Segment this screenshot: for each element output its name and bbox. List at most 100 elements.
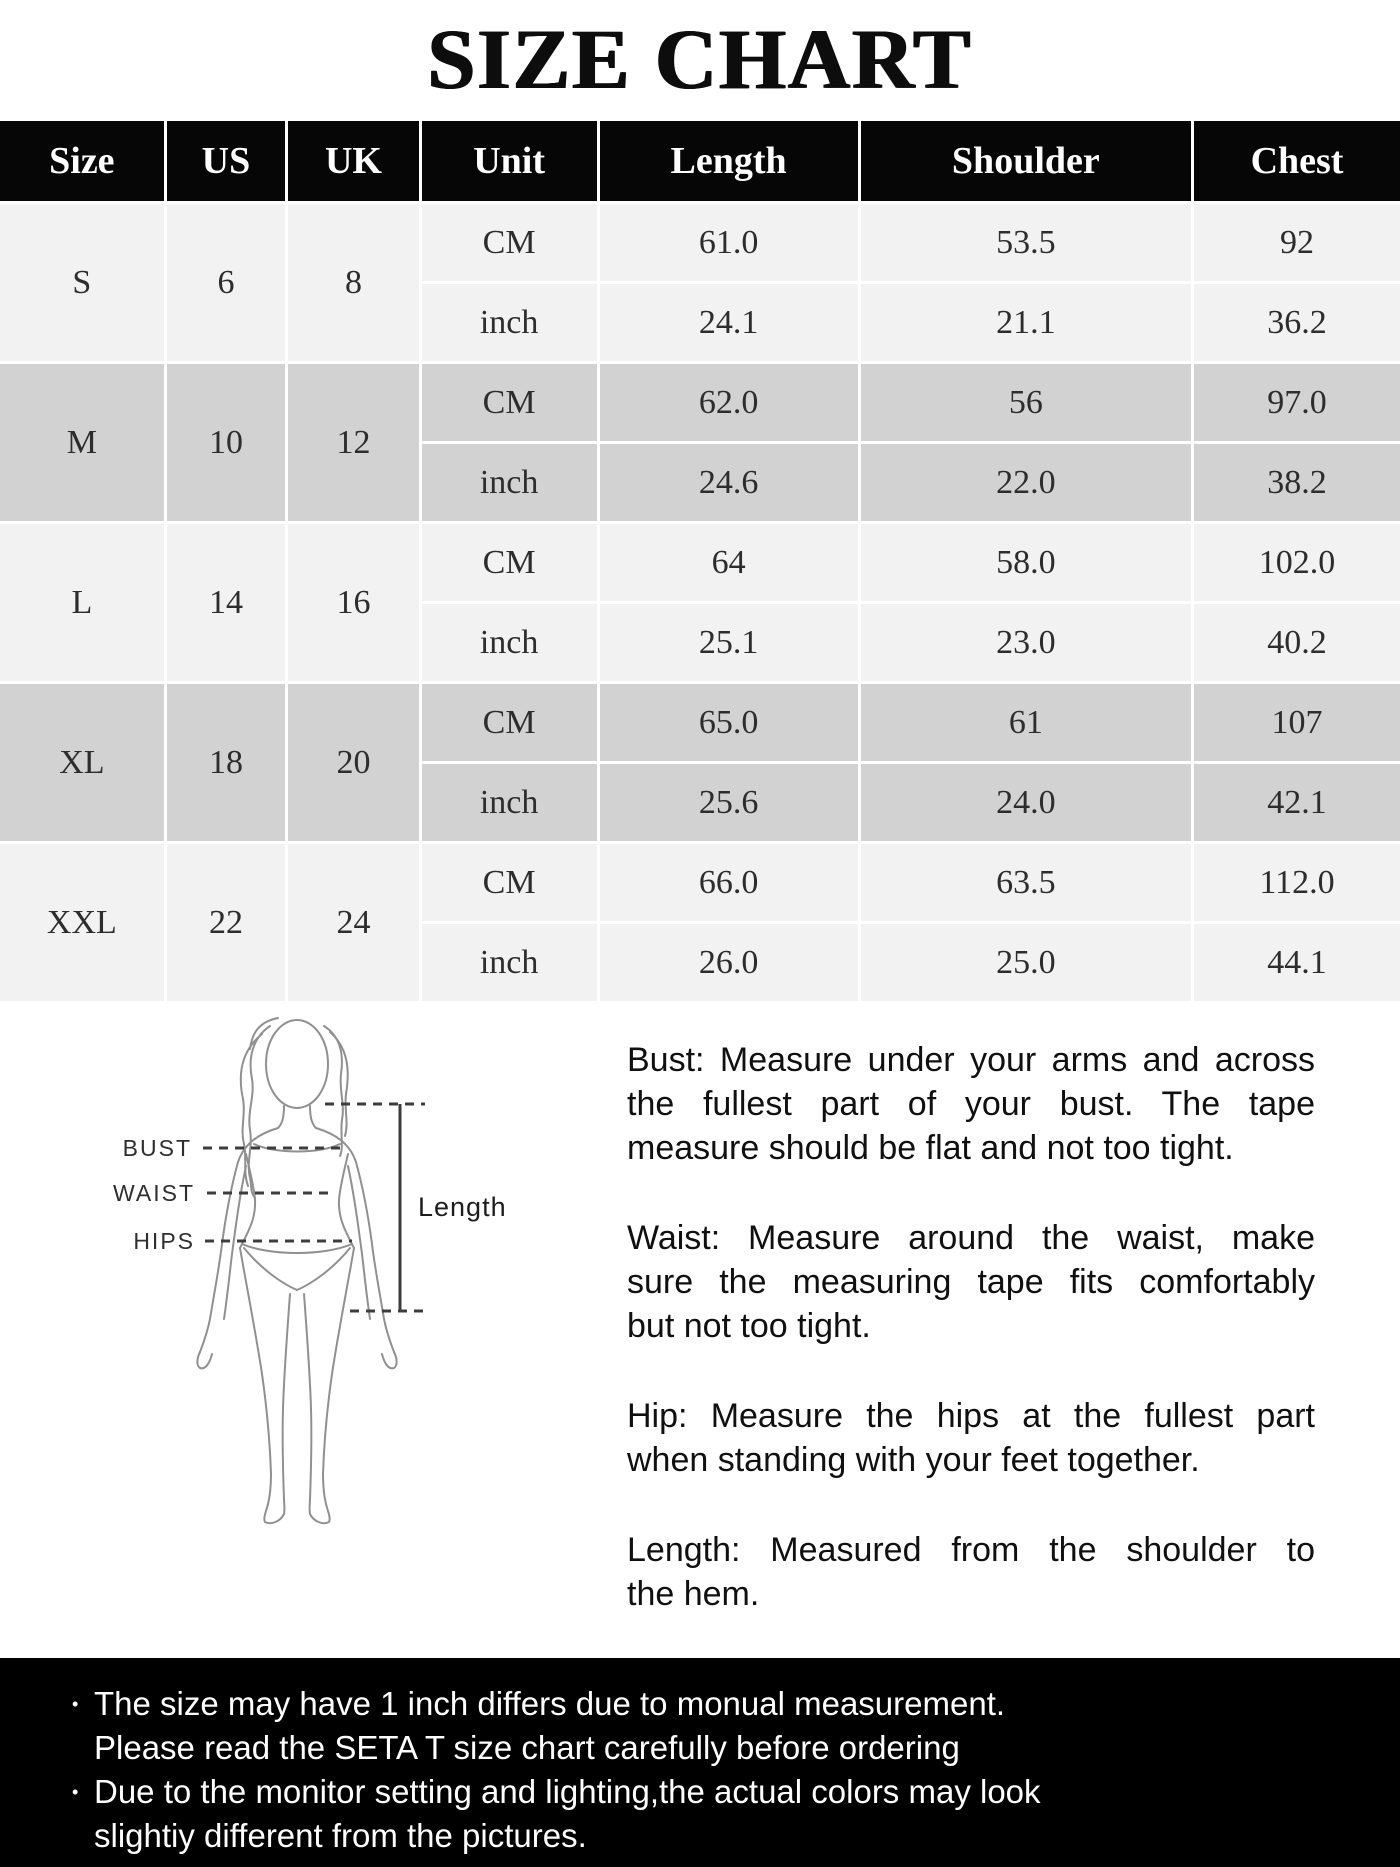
us-cell: 10 (166, 364, 286, 521)
length-cell: 26.0 (599, 924, 858, 1001)
bust-instruction: Bust: Measure under your arms and across… (627, 1038, 1315, 1170)
table-row: L 14 16 CM 64 58.0 102.0 (0, 524, 1400, 681)
size-chart-table: Size US UK Unit Length Shoulder Chest S … (0, 118, 1400, 1004)
shoulder-cell: 61 (860, 684, 1192, 761)
instruction-line: sure the measuring tape fits comfortably (627, 1263, 1315, 1301)
table-row: XL 18 20 CM 65.0 61 107 (0, 684, 1400, 841)
uk-cell: 24 (288, 844, 419, 1001)
unit-cell: CM (421, 204, 597, 281)
table-row: S 6 8 CM 61.0 53.5 92 (0, 204, 1400, 361)
bullet-icon (72, 1814, 94, 1858)
hip-instruction: Hip: Measure the hips at the fullest par… (627, 1394, 1315, 1482)
bullet-icon: • (72, 1694, 79, 1714)
size-cell: M (0, 364, 164, 521)
chest-cell: 92 (1194, 204, 1400, 281)
instruction-line: Length: Measured from the shoulder to (627, 1531, 1315, 1569)
unit-cell: inch (421, 924, 597, 1001)
length-cell: 61.0 (599, 204, 858, 281)
chest-cell: 38.2 (1194, 444, 1400, 521)
hips-label: HIPS (133, 1228, 195, 1254)
instruction-line: when standing with your feet together. (627, 1441, 1200, 1479)
table-row: inch 26.0 25.0 44.1 (0, 924, 1400, 1001)
footer-line: • The size may have 1 inch differs due t… (0, 1682, 1400, 1726)
table-header-row: Size US UK Unit Length Shoulder Chest (0, 121, 1400, 201)
shoulder-cell: 53.5 (860, 204, 1192, 281)
size-cell: L (0, 524, 164, 681)
unit-cell: CM (421, 844, 597, 921)
body-figure-diagram: BUST WAIST HIPS Length (113, 1017, 507, 1525)
length-instruction: Length: Measured from the shoulder to the… (627, 1528, 1315, 1616)
unit-cell: inch (421, 764, 597, 841)
footer-line: slightiy different from the pictures. (0, 1814, 1400, 1858)
col-header-size: Size (0, 121, 164, 201)
col-header-unit: Unit (421, 121, 597, 201)
us-cell: 22 (166, 844, 286, 1001)
body-outline (196, 1017, 398, 1525)
measuring-instructions: Bust: Measure under your arms and across… (627, 1038, 1315, 1662)
table-row: inch 24.1 21.1 36.2 (0, 284, 1400, 361)
size-cell: XL (0, 684, 164, 841)
unit-cell: inch (421, 284, 597, 361)
table-row: M 10 12 CM 62.0 56 97.0 (0, 364, 1400, 521)
instruction-line: the hem. (627, 1575, 760, 1613)
col-header-uk: UK (288, 121, 419, 201)
instruction-line: Hip: Measure the hips at the fullest par… (627, 1397, 1315, 1435)
footer-line: Please read the SETA T size chart carefu… (0, 1726, 1400, 1770)
title-bar: SIZE CHART (0, 0, 1400, 118)
col-header-chest: Chest (1194, 121, 1400, 201)
footer-text: The size may have 1 inch differs due to … (94, 1685, 1006, 1722)
table-row: inch 25.1 23.0 40.2 (0, 604, 1400, 681)
uk-cell: 8 (288, 204, 419, 361)
table-row: XXL 22 24 CM 66.0 63.5 112.0 (0, 844, 1400, 1001)
col-header-us: US (166, 121, 286, 201)
footer-disclaimer: • The size may have 1 inch differs due t… (0, 1658, 1400, 1867)
unit-cell: inch (421, 444, 597, 521)
length-cell: 24.1 (599, 284, 858, 361)
shoulder-cell: 58.0 (860, 524, 1192, 601)
bullet-icon: • (72, 1782, 79, 1802)
footer-text: Please read the SETA T size chart carefu… (94, 1729, 960, 1766)
us-cell: 6 (166, 204, 286, 361)
page-title: SIZE CHART (427, 11, 973, 107)
footer-text: Due to the monitor setting and lighting,… (94, 1773, 1041, 1810)
waist-instruction: Waist: Measure around the waist, make sur… (627, 1216, 1315, 1348)
shoulder-cell: 25.0 (860, 924, 1192, 1001)
unit-cell: CM (421, 684, 597, 761)
footer-text: slightiy different from the pictures. (94, 1817, 587, 1854)
chest-cell: 102.0 (1194, 524, 1400, 601)
instruction-line: measure should be flat and not too tight… (627, 1129, 1234, 1167)
bullet-icon (72, 1726, 94, 1770)
chest-cell: 112.0 (1194, 844, 1400, 921)
uk-cell: 16 (288, 524, 419, 681)
instruction-line: but not too tight. (627, 1307, 871, 1345)
col-header-length: Length (599, 121, 858, 201)
length-cell: 25.6 (599, 764, 858, 841)
chest-cell: 42.1 (1194, 764, 1400, 841)
length-label: Length (418, 1192, 507, 1222)
chest-cell: 44.1 (1194, 924, 1400, 1001)
bust-label: BUST (123, 1135, 192, 1161)
unit-cell: CM (421, 364, 597, 441)
size-cell: XXL (0, 844, 164, 1001)
length-cell: 24.6 (599, 444, 858, 521)
shoulder-cell: 63.5 (860, 844, 1192, 921)
chest-cell: 107 (1194, 684, 1400, 761)
footer-line: • Due to the monitor setting and lightin… (0, 1770, 1400, 1814)
us-cell: 14 (166, 524, 286, 681)
shoulder-cell: 56 (860, 364, 1192, 441)
size-cell: S (0, 204, 164, 361)
uk-cell: 12 (288, 364, 419, 521)
length-cell: 65.0 (599, 684, 858, 761)
measuring-guide-section: BUST WAIST HIPS Length Bust: Measure und… (0, 1004, 1400, 1658)
length-cell: 62.0 (599, 364, 858, 441)
shoulder-cell: 24.0 (860, 764, 1192, 841)
col-header-shoulder: Shoulder (860, 121, 1192, 201)
us-cell: 18 (166, 684, 286, 841)
unit-cell: inch (421, 604, 597, 681)
chest-cell: 97.0 (1194, 364, 1400, 441)
chest-cell: 40.2 (1194, 604, 1400, 681)
length-cell: 66.0 (599, 844, 858, 921)
instruction-line: Waist: Measure around the waist, make (627, 1219, 1315, 1257)
table-row: inch 24.6 22.0 38.2 (0, 444, 1400, 521)
instruction-line: the fullest part of your bust. The tape (627, 1085, 1315, 1123)
